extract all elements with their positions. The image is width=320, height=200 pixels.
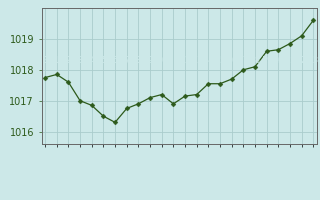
Text: 15: 15 [215, 56, 225, 65]
Text: 14: 14 [203, 56, 213, 65]
Text: 2: 2 [66, 56, 71, 65]
Text: 23: 23 [308, 56, 318, 65]
Text: 10: 10 [157, 56, 167, 65]
Text: 12: 12 [180, 56, 190, 65]
Text: 16: 16 [227, 56, 237, 65]
Text: 9: 9 [148, 56, 153, 65]
Text: 19: 19 [262, 56, 272, 65]
Text: 17: 17 [238, 56, 248, 65]
Text: 0: 0 [43, 56, 48, 65]
Text: 1: 1 [54, 56, 59, 65]
Text: 7: 7 [124, 56, 129, 65]
Text: 4: 4 [89, 56, 94, 65]
Text: 8: 8 [136, 56, 141, 65]
Text: 5: 5 [101, 56, 106, 65]
Text: 22: 22 [297, 56, 307, 65]
Text: 3: 3 [77, 56, 83, 65]
Text: 20: 20 [273, 56, 283, 65]
Text: Graphe pression niveau de la mer (hPa): Graphe pression niveau de la mer (hPa) [32, 186, 288, 196]
Text: 18: 18 [250, 56, 260, 65]
Text: 13: 13 [192, 56, 202, 65]
Text: 11: 11 [168, 56, 178, 65]
Text: 21: 21 [285, 56, 295, 65]
Text: 6: 6 [113, 56, 117, 65]
